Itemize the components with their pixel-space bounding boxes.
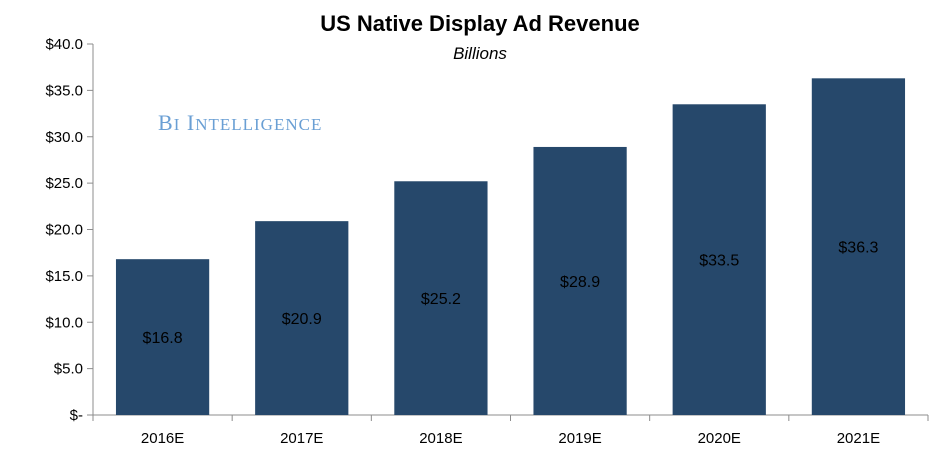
bar-value-label: $20.9 [282,311,322,328]
x-tick-label: 2016E [141,430,184,447]
x-tick-label: 2021E [837,430,880,447]
bar [811,78,906,415]
chart-subtitle: Billions [453,44,507,63]
y-tick-label: $20.0 [45,222,83,239]
bar [115,259,210,415]
bar-value-label: $33.5 [699,253,739,270]
x-tick-label: 2017E [280,430,323,447]
y-tick-label: $15.0 [45,268,83,285]
y-tick-label: $35.0 [45,82,83,99]
bar-value-label: $28.9 [560,274,600,291]
bar [394,181,488,415]
bar [672,104,766,415]
x-axis: 2016E 2017E 2018E 2019E 2020E 2021E [92,414,929,447]
y-tick-label: $- [70,407,83,424]
bar-value-label: $25.2 [421,291,461,308]
y-tick-label: $10.0 [45,314,83,331]
y-tick-label: $5.0 [54,361,83,378]
x-tick-label: 2020E [698,430,741,447]
y-tick-label: $30.0 [45,129,83,146]
x-tick-label: 2018E [419,430,462,447]
y-tick-label: $40.0 [45,36,83,53]
bi-intelligence-watermark: BI INTELLIGENCE [158,110,322,135]
bar-value-label: $16.8 [143,330,183,347]
bar [533,146,627,415]
chart-title: US Native Display Ad Revenue [320,11,640,36]
y-axis: $- $5.0 $10.0 $15.0 $20.0 $25.0 $30.0 $35.0 $40.… [45,36,94,424]
bar-value-label: $36.3 [838,240,878,257]
bar [255,221,349,415]
x-tick-label: 2019E [558,430,601,447]
y-tick-label: $25.0 [45,175,83,192]
bars: $16.8 $20.9 $25.2 $28.9 $33.5 $36.3 [115,78,906,415]
